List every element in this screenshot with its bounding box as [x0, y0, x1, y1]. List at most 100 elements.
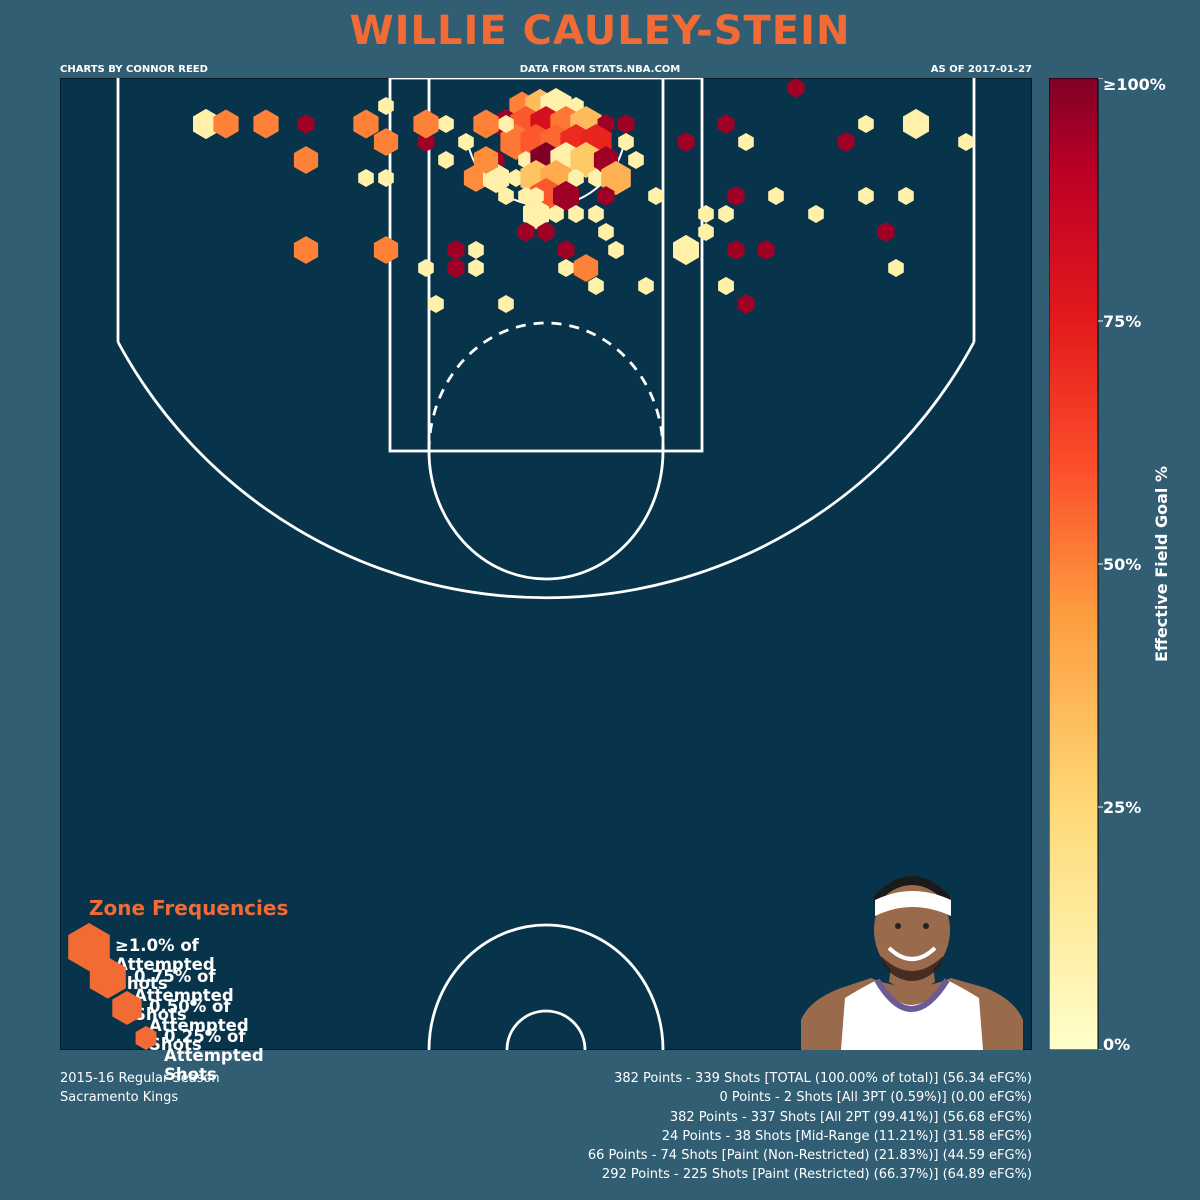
shot-hex: [417, 132, 435, 152]
shot-hex: [757, 240, 775, 260]
footer-stats: 382 Points - 339 Shots [TOTAL (100.00% o…: [588, 1069, 1032, 1185]
shot-hex: [473, 146, 499, 174]
shot-hex: [473, 109, 499, 139]
shot-hex: [458, 133, 474, 151]
legend-hex: [68, 923, 110, 971]
shot-hex: [677, 132, 695, 152]
shot-hex: [447, 240, 465, 260]
colorbar: 0% 25% 50% 75% ≥100% Effective Field Goal %: [1049, 78, 1171, 1050]
shot-hex: [498, 295, 514, 313]
legend-label: 0.25% of Attempted Shots: [164, 1027, 264, 1084]
player-jersey: [841, 980, 983, 1050]
shot-hex: [718, 205, 734, 223]
free-throw-circle-bottom: [427, 450, 665, 581]
shot-hex: [877, 222, 895, 242]
shot-hex: [438, 151, 454, 169]
shot-hex: [903, 108, 929, 140]
shot-hex: [648, 187, 664, 205]
shot-hex: [673, 234, 699, 266]
shot-hex: [638, 277, 654, 295]
shot-hex: [808, 205, 824, 223]
shot-hex: [958, 133, 974, 151]
stat-line: 24 Points - 38 Shots [Mid-Range (11.21%)…: [661, 1128, 1032, 1144]
shot-hex: [498, 187, 514, 205]
shot-hex: [698, 205, 714, 223]
free-throw-circle-top: [427, 321, 665, 452]
player-eye-right: [923, 923, 929, 929]
shot-hex: [528, 187, 544, 205]
shot-hex: [523, 198, 549, 230]
shot-hex: [727, 186, 745, 206]
shot-hex: [413, 109, 439, 139]
team-label: Sacramento Kings: [60, 1090, 179, 1106]
shot-hex: [537, 222, 555, 242]
player-headband: [875, 891, 951, 916]
colorbar-tick-label: 0%: [1103, 1035, 1130, 1050]
shot-hex: [837, 132, 855, 152]
shot-hex: [570, 142, 602, 178]
as-of-date: AS OF 2017-01-27: [930, 64, 1032, 75]
shot-hex: [353, 109, 379, 139]
shot-hex: [858, 187, 874, 205]
stat-line: 0 Points - 2 Shots [All 3PT (0.59%)] (0.…: [719, 1090, 1032, 1106]
shot-hex: [568, 205, 584, 223]
shot-hex: [588, 205, 604, 223]
center-circle-outer: [427, 923, 665, 1050]
shot-hex: [293, 146, 319, 174]
shot-chart-court: [60, 78, 1032, 1050]
shot-hex: [468, 241, 484, 259]
legend-label: 0.50% of Attempted Shots: [149, 997, 249, 1054]
colorbar-gradient: [1049, 78, 1099, 1050]
stat-line: 66 Points - 74 Shots [Paint (Non-Restric…: [587, 1148, 1032, 1164]
shot-hex: [373, 128, 399, 156]
jersey-collar-trim: [874, 978, 950, 1012]
shot-hex: [698, 223, 714, 241]
shot-hex: [737, 294, 755, 314]
shot-hex: [717, 114, 735, 134]
shot-hex: [378, 97, 394, 115]
legend-hex: [112, 991, 142, 1025]
legend-hex: [90, 957, 127, 999]
shot-hex: [718, 277, 734, 295]
shot-hex: [588, 277, 604, 295]
legend-title: Zone Frequencies: [89, 896, 289, 920]
shot-hex: [373, 236, 399, 264]
shot-hex: [588, 169, 604, 187]
shot-hex: [727, 240, 745, 260]
shot-hex: [438, 115, 454, 133]
shot-hex: [378, 169, 394, 187]
three-point-arc: [116, 341, 976, 600]
shot-hex: [557, 240, 575, 260]
shot-hex: [617, 114, 635, 134]
shot-hex: [888, 259, 904, 277]
shot-hex: [558, 259, 574, 277]
stat-line: 292 Points - 225 Shots [Paint (Restricte…: [601, 1167, 1032, 1183]
player-photo: [801, 876, 1023, 1050]
shot-hex: [573, 254, 599, 282]
credit-text: CHARTS BY CONNOR REED: [60, 64, 208, 75]
legend-label: ≥1.0% of Attempted Shots: [115, 936, 215, 993]
shot-hex: [601, 160, 631, 196]
colorbar-label: Effective Field Goal %: [1152, 466, 1171, 662]
player-eye-left: [895, 923, 901, 929]
shot-hex: [428, 295, 444, 313]
colorbar-tick-label: 25%: [1103, 798, 1141, 817]
shot-hex: [898, 187, 914, 205]
shot-hex: [618, 133, 634, 151]
shot-hexes: [193, 78, 974, 314]
shot-hex: [213, 109, 239, 139]
shot-hex: [628, 151, 644, 169]
shot-hex: [358, 169, 374, 187]
shot-hex: [297, 114, 315, 134]
player-smile: [887, 946, 937, 961]
shot-hex: [447, 258, 465, 278]
footer-left: 2015-16 Regular Season Sacramento Kings: [60, 1069, 220, 1108]
shot-hex: [508, 169, 524, 187]
shot-hex: [598, 223, 614, 241]
stat-line: 382 Points - 337 Shots [All 2PT (99.41%)…: [669, 1109, 1032, 1125]
shot-hex: [418, 259, 434, 277]
shot-hex: [293, 236, 319, 264]
paint-outer: [388, 78, 704, 453]
shot-hex: [517, 222, 535, 242]
colorbar-tick-label: ≥100%: [1103, 78, 1166, 94]
